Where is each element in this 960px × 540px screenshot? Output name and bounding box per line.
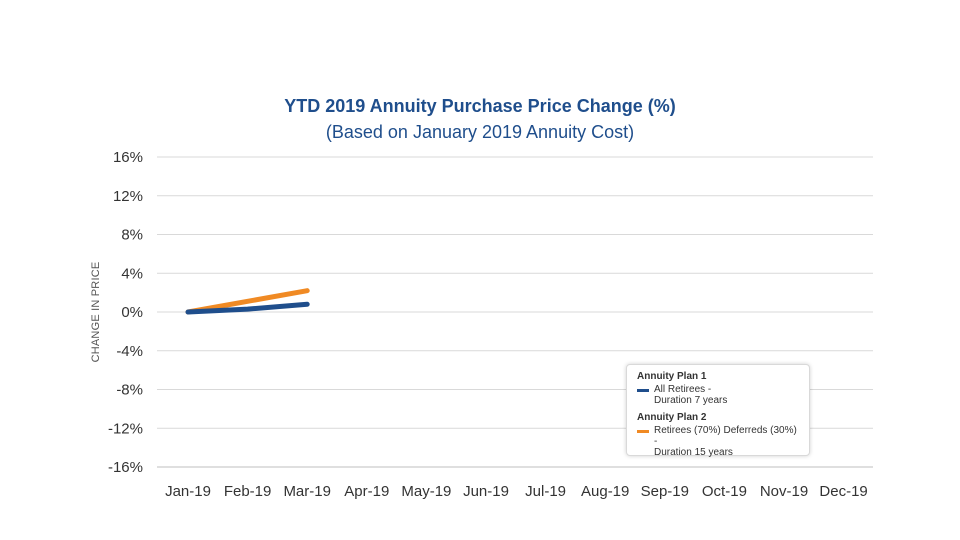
x-tick-label: Jan-19 (165, 483, 211, 500)
y-tick-label: -16% (108, 459, 143, 476)
legend-group-1-title: Annuity Plan 1 (637, 371, 707, 382)
y-tick-label: -8% (116, 382, 143, 399)
y-tick-label: 8% (121, 227, 143, 244)
x-tick-label: Nov-19 (760, 483, 808, 500)
y-tick-label: 12% (113, 188, 143, 205)
x-tick-label: Dec-19 (819, 483, 867, 500)
legend-swatch-1 (637, 389, 649, 392)
x-tick-label: Sep-19 (641, 483, 689, 500)
legend-entry-2: Retirees (70%) Deferreds (30%) - Duratio… (637, 425, 799, 458)
series-line-1 (185, 301, 310, 315)
legend: Annuity Plan 1 All Retirees - Duration 7… (626, 364, 810, 458)
x-tick-label: May-19 (401, 483, 451, 500)
y-tick-label: 0% (121, 304, 143, 321)
x-tick-label: Aug-19 (581, 483, 629, 500)
legend-text-2: Retirees (70%) Deferreds (30%) - Duratio… (654, 425, 797, 458)
x-tick-label: Apr-19 (344, 483, 389, 500)
x-tick-label: Jul-19 (525, 483, 566, 500)
legend-entry-1: All Retirees - Duration 7 years (637, 384, 799, 406)
legend-group-2-title: Annuity Plan 2 (637, 412, 707, 423)
series-line-2 (185, 288, 310, 315)
y-tick-label: 4% (121, 265, 143, 282)
chart-title: YTD 2019 Annuity Purchase Price Change (… (284, 96, 676, 116)
x-tick-label: Oct-19 (702, 483, 747, 500)
legend-text-1: All Retirees - Duration 7 years (654, 384, 728, 406)
chart-subtitle: (Based on January 2019 Annuity Cost) (325, 122, 635, 142)
x-tick-label: Feb-19 (224, 483, 272, 500)
y-tick-label: -12% (108, 420, 143, 437)
x-tick-label: Jun-19 (463, 483, 509, 500)
legend-swatch-2 (637, 430, 649, 433)
x-tick-label: Mar-19 (283, 483, 331, 500)
y-tick-label: 16% (113, 149, 143, 166)
y-tick-label: -4% (116, 343, 143, 360)
